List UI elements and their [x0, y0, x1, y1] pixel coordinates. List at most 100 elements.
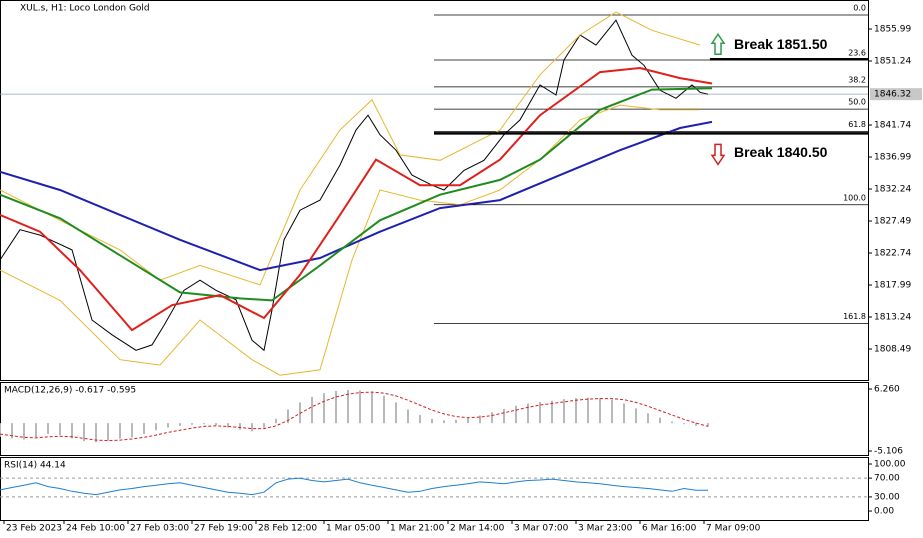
x-tick-label: 27 Feb 19:00 [194, 524, 253, 534]
histogram-bar [443, 420, 445, 424]
y-tick-label: 6.260 [874, 385, 900, 395]
histogram-bar [83, 423, 85, 442]
y-tick-label: 1822.74 [874, 249, 911, 259]
histogram-bar [539, 401, 541, 424]
histogram-bar [107, 423, 109, 441]
annotation: Break 1851.50 [734, 36, 828, 52]
series-line [0, 87, 713, 302]
histogram-bar [311, 396, 313, 424]
histogram-bar [407, 409, 409, 424]
series-line [0, 66, 713, 332]
y-tick-label: 0.00 [874, 507, 894, 517]
series-line [0, 120, 713, 272]
histogram-bar [35, 423, 37, 438]
histogram-bar [515, 405, 517, 424]
y-tick-label: 1817.99 [874, 281, 911, 291]
x-tick-label: 24 Feb 10:00 [66, 524, 125, 534]
histogram-bar [143, 423, 145, 435]
histogram-bar [215, 423, 217, 426]
histogram-bar [695, 423, 697, 426]
fib-label: 50.0 [848, 98, 866, 107]
histogram-bar [131, 423, 133, 438]
histogram-bar [23, 423, 25, 440]
histogram-bar [239, 423, 241, 430]
current-price-box [870, 88, 922, 101]
histogram-bar [419, 414, 421, 424]
histogram-bar [395, 402, 397, 424]
fib-label: 38.2 [848, 75, 866, 84]
histogram-bar [323, 393, 325, 424]
histogram-bar [563, 399, 565, 424]
x-tick-label: 1 Mar 05:00 [326, 524, 381, 534]
histogram-bar [575, 398, 577, 424]
histogram-bar [59, 423, 61, 436]
histogram-bar [611, 399, 613, 424]
histogram-bar [335, 390, 337, 424]
y-tick-label: 1808.49 [874, 345, 911, 355]
histogram-bar [467, 418, 469, 424]
y-tick-label: 1827.49 [874, 217, 911, 227]
x-tick-label: 3 Mar 07:00 [514, 524, 569, 534]
y-tick-label: 1832.24 [874, 185, 911, 195]
histogram-bar [263, 423, 265, 428]
annotation: Break 1840.50 [734, 144, 828, 160]
x-tick-label: 3 Mar 23:00 [578, 524, 633, 534]
histogram-bar [275, 418, 277, 424]
histogram-bar [119, 423, 121, 439]
histogram-bar [431, 418, 433, 424]
series-line [0, 11, 701, 286]
histogram-bar [371, 391, 373, 424]
histogram-bar [599, 398, 601, 424]
histogram-bar [635, 408, 637, 424]
panel-frame [0, 457, 869, 521]
histogram-bar [347, 389, 349, 424]
panel-title: MACD(12,26,9) -0.617 -0.595 [4, 386, 136, 396]
histogram-bar [587, 397, 589, 424]
histogram-bar [647, 413, 649, 424]
y-tick-label: 100.00 [874, 460, 906, 470]
y-tick-label: 1813.24 [874, 313, 911, 323]
histogram-bar [671, 421, 673, 424]
arrow [710, 143, 726, 166]
histogram-bar [11, 423, 13, 439]
y-tick-label: 1851.24 [874, 57, 911, 67]
panel-title: RSI(14) 44.14 [4, 461, 66, 471]
histogram-bar [359, 390, 361, 424]
histogram-bar [47, 423, 49, 435]
histogram-bar [287, 409, 289, 424]
histogram-bar [659, 417, 661, 424]
histogram-bar [503, 408, 505, 424]
histogram-bar [95, 423, 97, 443]
histogram-bar [455, 419, 457, 424]
fib-label: 61.8 [848, 120, 866, 129]
histogram-bar [227, 423, 229, 428]
series-line [0, 19, 709, 352]
histogram-bar [383, 395, 385, 424]
x-tick-label: 7 Mar 09:00 [706, 524, 761, 534]
y-tick-label: 1841.74 [874, 121, 911, 131]
histogram-bar [479, 415, 481, 424]
x-tick-label: 2 Mar 14:00 [450, 524, 505, 534]
panel-title: XUL.s, H1: Loco London Gold [20, 4, 150, 14]
x-tick-label: 23 Feb 2023 [6, 524, 62, 534]
histogram-bar [491, 412, 493, 424]
fib-label: 0.0 [853, 4, 866, 13]
panel-frame [0, 382, 869, 456]
y-tick-label: 70.00 [874, 474, 900, 484]
current-price-label: 1846.32 [874, 90, 911, 100]
histogram-bar [527, 403, 529, 424]
fib-label: 100.0 [843, 193, 866, 202]
histogram-bar [707, 423, 709, 427]
y-tick-label: 30.00 [874, 492, 900, 502]
histogram-bar [623, 403, 625, 424]
x-tick-label: 6 Mar 16:00 [642, 524, 697, 534]
histogram-bar [191, 423, 193, 425]
histogram-bar [71, 423, 73, 439]
x-tick-label: 27 Feb 03:00 [130, 524, 189, 534]
histogram-bar [251, 423, 253, 432]
x-tick-label: 1 Mar 21:00 [390, 524, 445, 534]
histogram-bar [167, 423, 169, 428]
x-tick-label: 28 Feb 12:00 [258, 524, 317, 534]
